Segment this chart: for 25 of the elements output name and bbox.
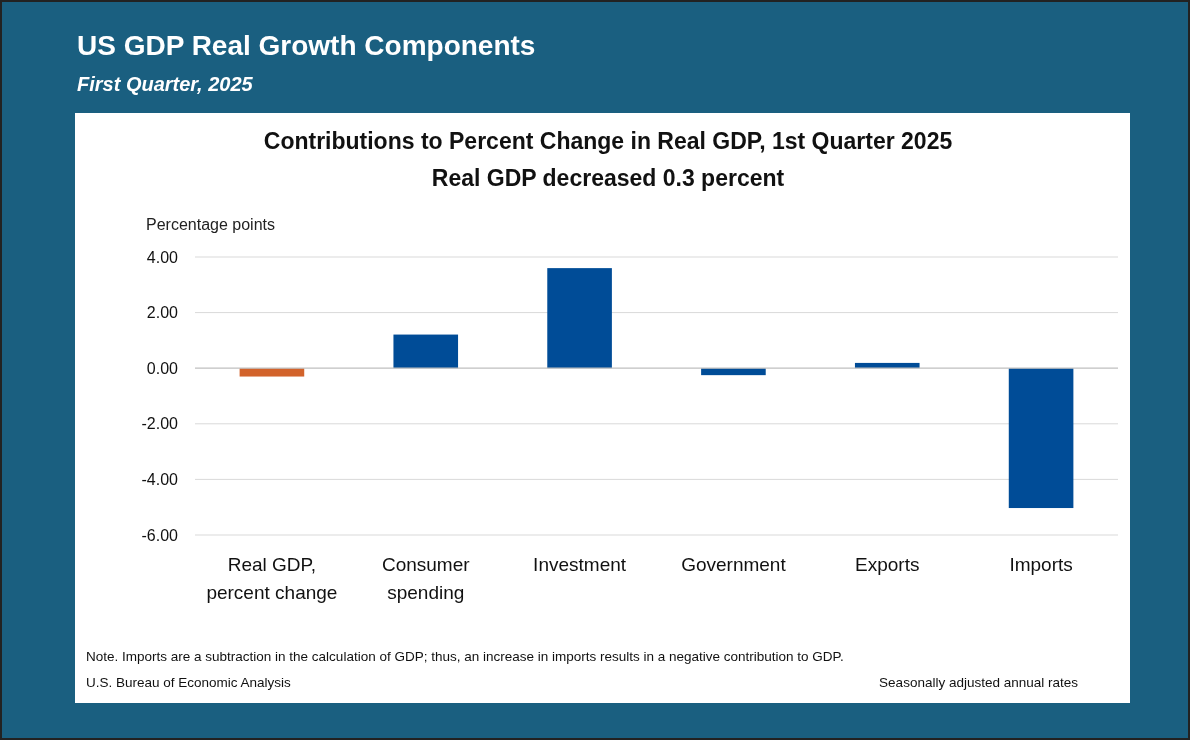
y-tick-label: -2.00 xyxy=(141,415,179,433)
x-tick-label: Government xyxy=(681,554,787,575)
y-tick-label: -4.00 xyxy=(141,471,179,488)
x-tick-label: Consumer spending xyxy=(381,554,471,603)
bar xyxy=(239,368,305,377)
bar xyxy=(547,268,612,369)
text: Contributions to Percent Change in Real GDP, 1st Quarter 2025 xyxy=(263,128,953,154)
y-tick-label: 0.00 xyxy=(146,359,179,377)
chart-subtitle: First Quarter, 2025 xyxy=(77,73,254,95)
y-tick-label: 2.00 xyxy=(146,304,179,322)
text: Note. Imports are a subtraction in the calculation of GDP; thus, an increase in imports results in a negative contribution to GDP. xyxy=(86,649,844,664)
bar xyxy=(393,334,459,369)
text: Seasonally adjusted annual rates xyxy=(879,675,1079,690)
y-axis-title: Percentage points xyxy=(146,216,275,233)
y-tick-label: -6.00 xyxy=(141,526,179,544)
x-tick-label: Real GDP, percent change xyxy=(206,554,338,603)
x-tick-label: Imports xyxy=(1009,554,1073,575)
y-tick-label: 4.00 xyxy=(146,248,179,266)
bar xyxy=(1008,368,1074,509)
text: Real GDP decreased 0.3 percent xyxy=(431,165,785,191)
chart-title: US GDP Real Growth Components xyxy=(77,30,536,61)
bar xyxy=(854,362,920,369)
text: U.S. Bureau of Economic Analysis xyxy=(86,675,292,690)
x-tick-label: Exports xyxy=(855,554,920,575)
x-tick-label: Investment xyxy=(533,554,627,575)
